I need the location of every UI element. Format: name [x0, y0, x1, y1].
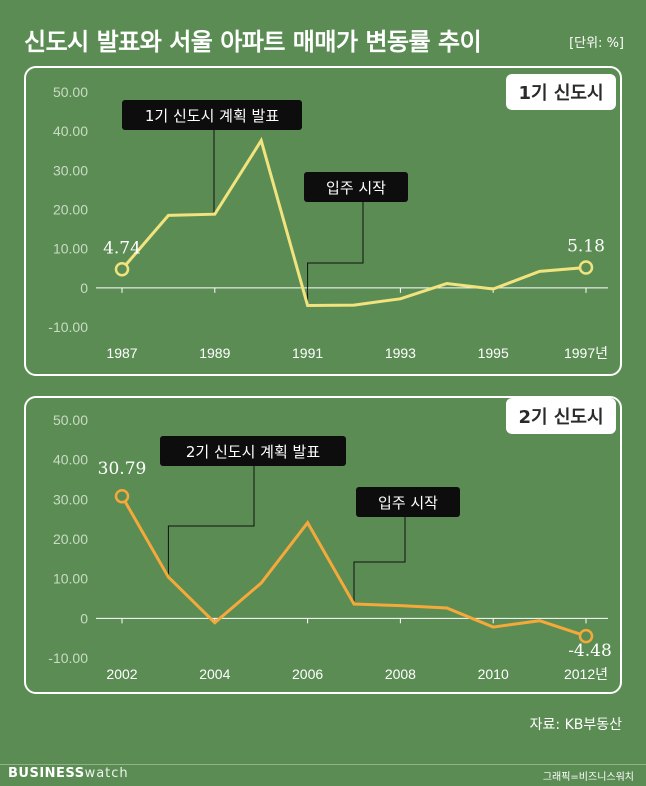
series-badge: [506, 74, 616, 110]
annotation-label: 입주 시작: [326, 179, 386, 197]
business-watch-logo: BUSINESSwatch: [8, 766, 129, 781]
x-tick-label: 2008: [385, 666, 416, 682]
chart-1: 50.00 40.00 30.00 20.00 10.00 0 -10.00 1987 1989…: [48, 74, 616, 361]
annotation-label: 1기 신도시 계획 발표: [145, 107, 279, 125]
y-tick-label: -10.00: [48, 319, 88, 335]
y-tick-label: 50.00: [53, 84, 88, 100]
series-line: [120, 136, 587, 307]
x-tick-label: 1997년: [564, 345, 608, 361]
chart-2: 50.00 40.00 30.00 20.00 10.00 0 -10.00 2002 2004…: [48, 398, 616, 682]
series-badge-label: 2기 신도시: [518, 407, 603, 428]
x-tick-label: 1991: [292, 345, 323, 361]
data-point-label: 5.18: [567, 237, 605, 257]
series-line: [120, 495, 587, 638]
x-tick-label: 1995: [478, 345, 509, 361]
chart-title: 신도시 발표와 서울 아파트 매매가 변동률 추이: [24, 28, 482, 56]
logo-light-text: watch: [84, 766, 129, 781]
annotation-box: [160, 436, 346, 466]
x-tick-label: 1993: [385, 345, 416, 361]
annotation-leader-line: [167, 466, 255, 576]
series-badge-label: 1기 신도시: [518, 83, 603, 104]
chart-panel-2: 50.00 40.00 30.00 20.00 10.00 0 -10.00 2002 2004…: [24, 396, 622, 694]
y-tick-label: 0: [80, 610, 88, 626]
annotation-label: 2기 신도시 계획 발표: [186, 443, 320, 461]
unit-label: [단위: %]: [569, 36, 624, 51]
annotation-box: [356, 487, 460, 517]
y-tick-label: 20.00: [53, 202, 88, 218]
x-tick-label: 2004: [199, 666, 230, 682]
data-point-label: 4.74: [103, 238, 141, 258]
annotation-leader-line: [353, 517, 406, 603]
data-point-label: 30.79: [98, 459, 147, 479]
data-point-label: -4.48: [568, 641, 612, 661]
annotation-box: [304, 172, 408, 202]
x-tick-label: 1989: [199, 345, 230, 361]
y-tick-label: 10.00: [53, 241, 88, 257]
y-tick-label: -10.00: [48, 650, 88, 666]
y-tick-label: 0: [80, 280, 88, 296]
source-note: 자료: KB부동산: [529, 717, 622, 733]
y-tick-label: 30.00: [53, 491, 88, 507]
annotation-label: 입주 시작: [378, 494, 438, 512]
y-tick-label: 10.00: [53, 571, 88, 587]
annotation-box: [122, 100, 302, 130]
x-tick-label: 2012년: [564, 666, 608, 682]
x-tick-label: 1987: [106, 345, 137, 361]
x-tick-label: 2002: [106, 666, 137, 682]
logo-bold-text: BUSINESS: [8, 766, 85, 781]
data-point-marker: [114, 262, 130, 277]
graphic-credit: 그래픽=비즈니스워치: [542, 772, 634, 783]
data-point-marker: [578, 260, 594, 275]
x-tick-label: 2010: [478, 666, 509, 682]
y-tick-label: 40.00: [53, 452, 88, 468]
y-tick-label: 30.00: [53, 162, 88, 178]
data-point-marker: [578, 628, 594, 644]
y-tick-label: 40.00: [53, 123, 88, 139]
chart-panel-1: 50.00 40.00 30.00 20.00 10.00 0 -10.00 1987 1989…: [24, 66, 622, 376]
y-tick-label: 20.00: [53, 531, 88, 547]
x-tick-label: 2006: [292, 666, 323, 682]
series-badge: [506, 398, 616, 434]
footer-divider: [0, 764, 646, 765]
data-point-marker: [114, 488, 130, 504]
annotation-leader-line: [307, 202, 364, 304]
y-tick-label: 50.00: [53, 412, 88, 428]
